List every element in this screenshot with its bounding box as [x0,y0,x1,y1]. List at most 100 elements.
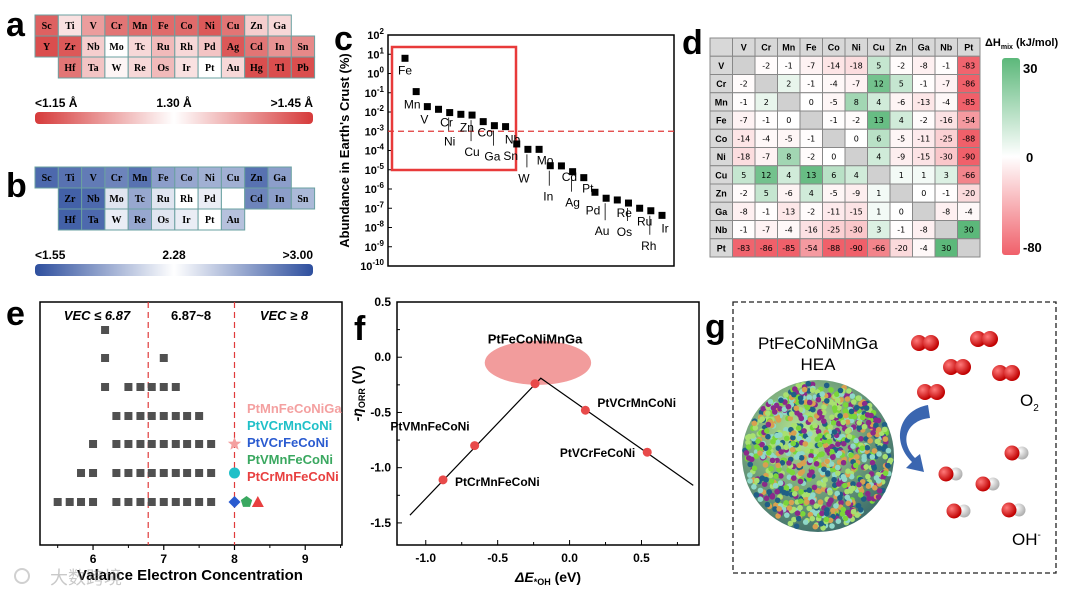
heatmap-cell [934,220,958,240]
surface-atom [864,444,871,451]
radius-scale-mid: 1.30 Å [156,95,192,110]
surface-atom [876,445,883,451]
tick-base: 10 [365,165,377,177]
surface-atom [853,437,859,444]
surface-atom [827,424,833,430]
data-point [159,354,168,362]
heatmap-value: -16 [940,116,953,125]
data-point [624,199,632,207]
surface-atom [826,438,833,445]
surface-atom [806,487,813,494]
surface-atom [830,507,836,514]
element-label: Zn [460,120,474,134]
surface-atom [844,396,851,402]
electronegativity-scale-mid: 2.28 [162,248,186,262]
y-tick-label: 101 [367,46,384,61]
heatmap-value: -2 [807,153,815,162]
column-header-label: Ga [918,43,931,53]
title-unit: (kJ/mol) [1013,37,1059,49]
tick-exponent: -3 [377,123,385,132]
surface-atom [745,439,751,446]
heatmap-value: 0 [921,189,926,198]
data-point [207,469,216,477]
x-tick-label: 8 [231,552,238,566]
heatmap-value: 1 [876,207,881,216]
element-symbol: Mo [109,42,123,53]
data-point [147,469,156,477]
tick-base: 10 [367,49,379,61]
surface-atom [814,436,821,443]
data-point [147,440,156,448]
element-symbol: Fe [158,173,169,184]
highlight-ellipse [484,340,592,385]
data-point [602,194,610,202]
label-sub: *OH [534,577,551,587]
oxygen-atom [992,365,1008,381]
heatmap-value: -18 [850,61,863,70]
tick-exponent: -7 [377,200,385,209]
heatmap-value: 1 [921,171,926,180]
heatmap-value: -4 [920,244,928,253]
heatmap-value: -13 [917,98,930,107]
heatmap-value: 0 [854,134,859,143]
data-point [423,103,431,111]
surface-atom [791,491,798,497]
surface-atom [777,480,784,486]
surface-atom [804,404,811,411]
tick-base: 10 [365,203,377,215]
watermark: 大数跨境 [14,568,122,588]
oxygen-atom [911,335,927,351]
data-point [171,469,180,477]
y-tick-label: 10-9 [365,239,385,254]
element-label: Fe [398,63,412,77]
heatmap-value: 4 [876,153,881,162]
element-symbol: Nb [87,42,100,53]
surface-atom [762,462,769,468]
data-point [195,498,204,506]
label-main: -η [349,408,365,421]
surface-atom [882,436,889,442]
heatmap-cell [844,147,868,167]
heatmap-value: -15 [917,153,930,162]
surface-atom [854,512,860,518]
surface-atom [837,495,843,501]
y-tick-label: 10-4 [365,143,385,158]
volcano-chart: -1.0 -0.5 0.0 0.5 0.5 0.0 -0.5 -1.0 -1.5 PtCrMnFe… [349,295,700,587]
surface-atom [761,481,768,488]
heatmap-value: -4 [965,207,973,216]
element-label: Mn [404,98,421,112]
surface-atom [817,441,823,448]
surface-atom [851,399,857,405]
element-symbol: Ru [157,42,170,53]
heatmap-cell [889,183,913,203]
surface-atom [821,404,827,410]
y-tick-label: 10-1 [365,85,385,100]
surface-atom [839,511,846,517]
surface-atom [875,478,882,484]
surface-atom [793,485,800,492]
surface-atom [848,452,854,459]
row-header-label: Cu [715,170,727,180]
element-symbol: Pb [297,63,309,74]
surface-atom [875,494,882,500]
x-tick-label: -1.0 [415,551,436,565]
element-symbol: Cd [250,42,263,53]
surface-atom [760,406,767,412]
legend-entry: PtVCrFeCoNi [247,435,329,450]
data-point [124,469,133,477]
oxygen-atom [970,331,986,347]
plot-frame [39,301,343,546]
surface-atom [868,412,874,419]
element-symbol: Co [180,21,192,32]
element-label: Au [595,224,610,238]
element-symbol: Re [134,63,146,74]
surface-atom [861,423,868,430]
surface-atom [846,388,852,394]
colorbar-min-label: -80 [1023,240,1042,255]
data-point [557,162,565,170]
surface-atom [759,441,765,448]
surface-atom [861,453,867,460]
surface-atom [854,454,860,460]
heatmap-cell [732,55,756,75]
surface-atom [824,398,830,404]
